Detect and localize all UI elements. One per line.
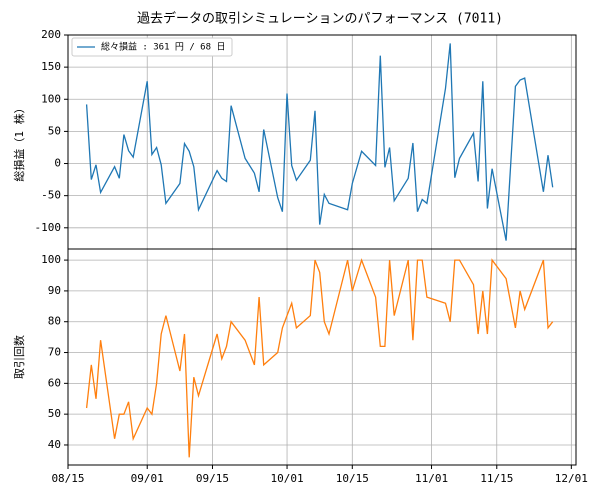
y-tick-label: -100 xyxy=(35,221,62,234)
y-tick-label: 0 xyxy=(54,157,61,170)
axes-frame xyxy=(67,248,577,466)
x-tick-label: 10/01 xyxy=(270,472,303,485)
x-tick-label: 11/01 xyxy=(415,472,448,485)
y-axis-label: 総損益（1 株） xyxy=(12,102,26,181)
y-tick-label: 100 xyxy=(41,253,61,266)
y-tick-label: 40 xyxy=(48,438,61,451)
y-tick-label: 90 xyxy=(48,284,61,297)
x-tick-label: 12/01 xyxy=(555,472,588,485)
series-line xyxy=(85,258,554,458)
y-tick-label: 60 xyxy=(48,376,61,389)
x-tick-label: 11/15 xyxy=(480,472,513,485)
y-tick-label: -50 xyxy=(41,189,61,202)
y-tick-label: 100 xyxy=(41,92,61,105)
y-tick-label: 50 xyxy=(48,407,61,420)
y-tick-label: 80 xyxy=(48,315,61,328)
x-tick-label: 09/01 xyxy=(131,472,164,485)
y-tick-label: 200 xyxy=(41,28,61,41)
series-line xyxy=(85,43,554,241)
legend-label: 総々損益 : 361 円 / 68 日 xyxy=(101,41,225,53)
y-axis-label: 取引回数 xyxy=(12,335,26,379)
y-tick-label: 150 xyxy=(41,60,61,73)
x-tick-label: 10/15 xyxy=(336,472,369,485)
chart-title: 過去データの取引シミュレーションのパフォーマンス (7011) xyxy=(137,11,503,27)
y-tick-label: 70 xyxy=(48,346,61,359)
x-tick-label: 08/15 xyxy=(51,472,84,485)
x-tick-label: 09/15 xyxy=(196,472,229,485)
y-tick-label: 50 xyxy=(48,124,61,137)
legend-box xyxy=(71,37,233,57)
